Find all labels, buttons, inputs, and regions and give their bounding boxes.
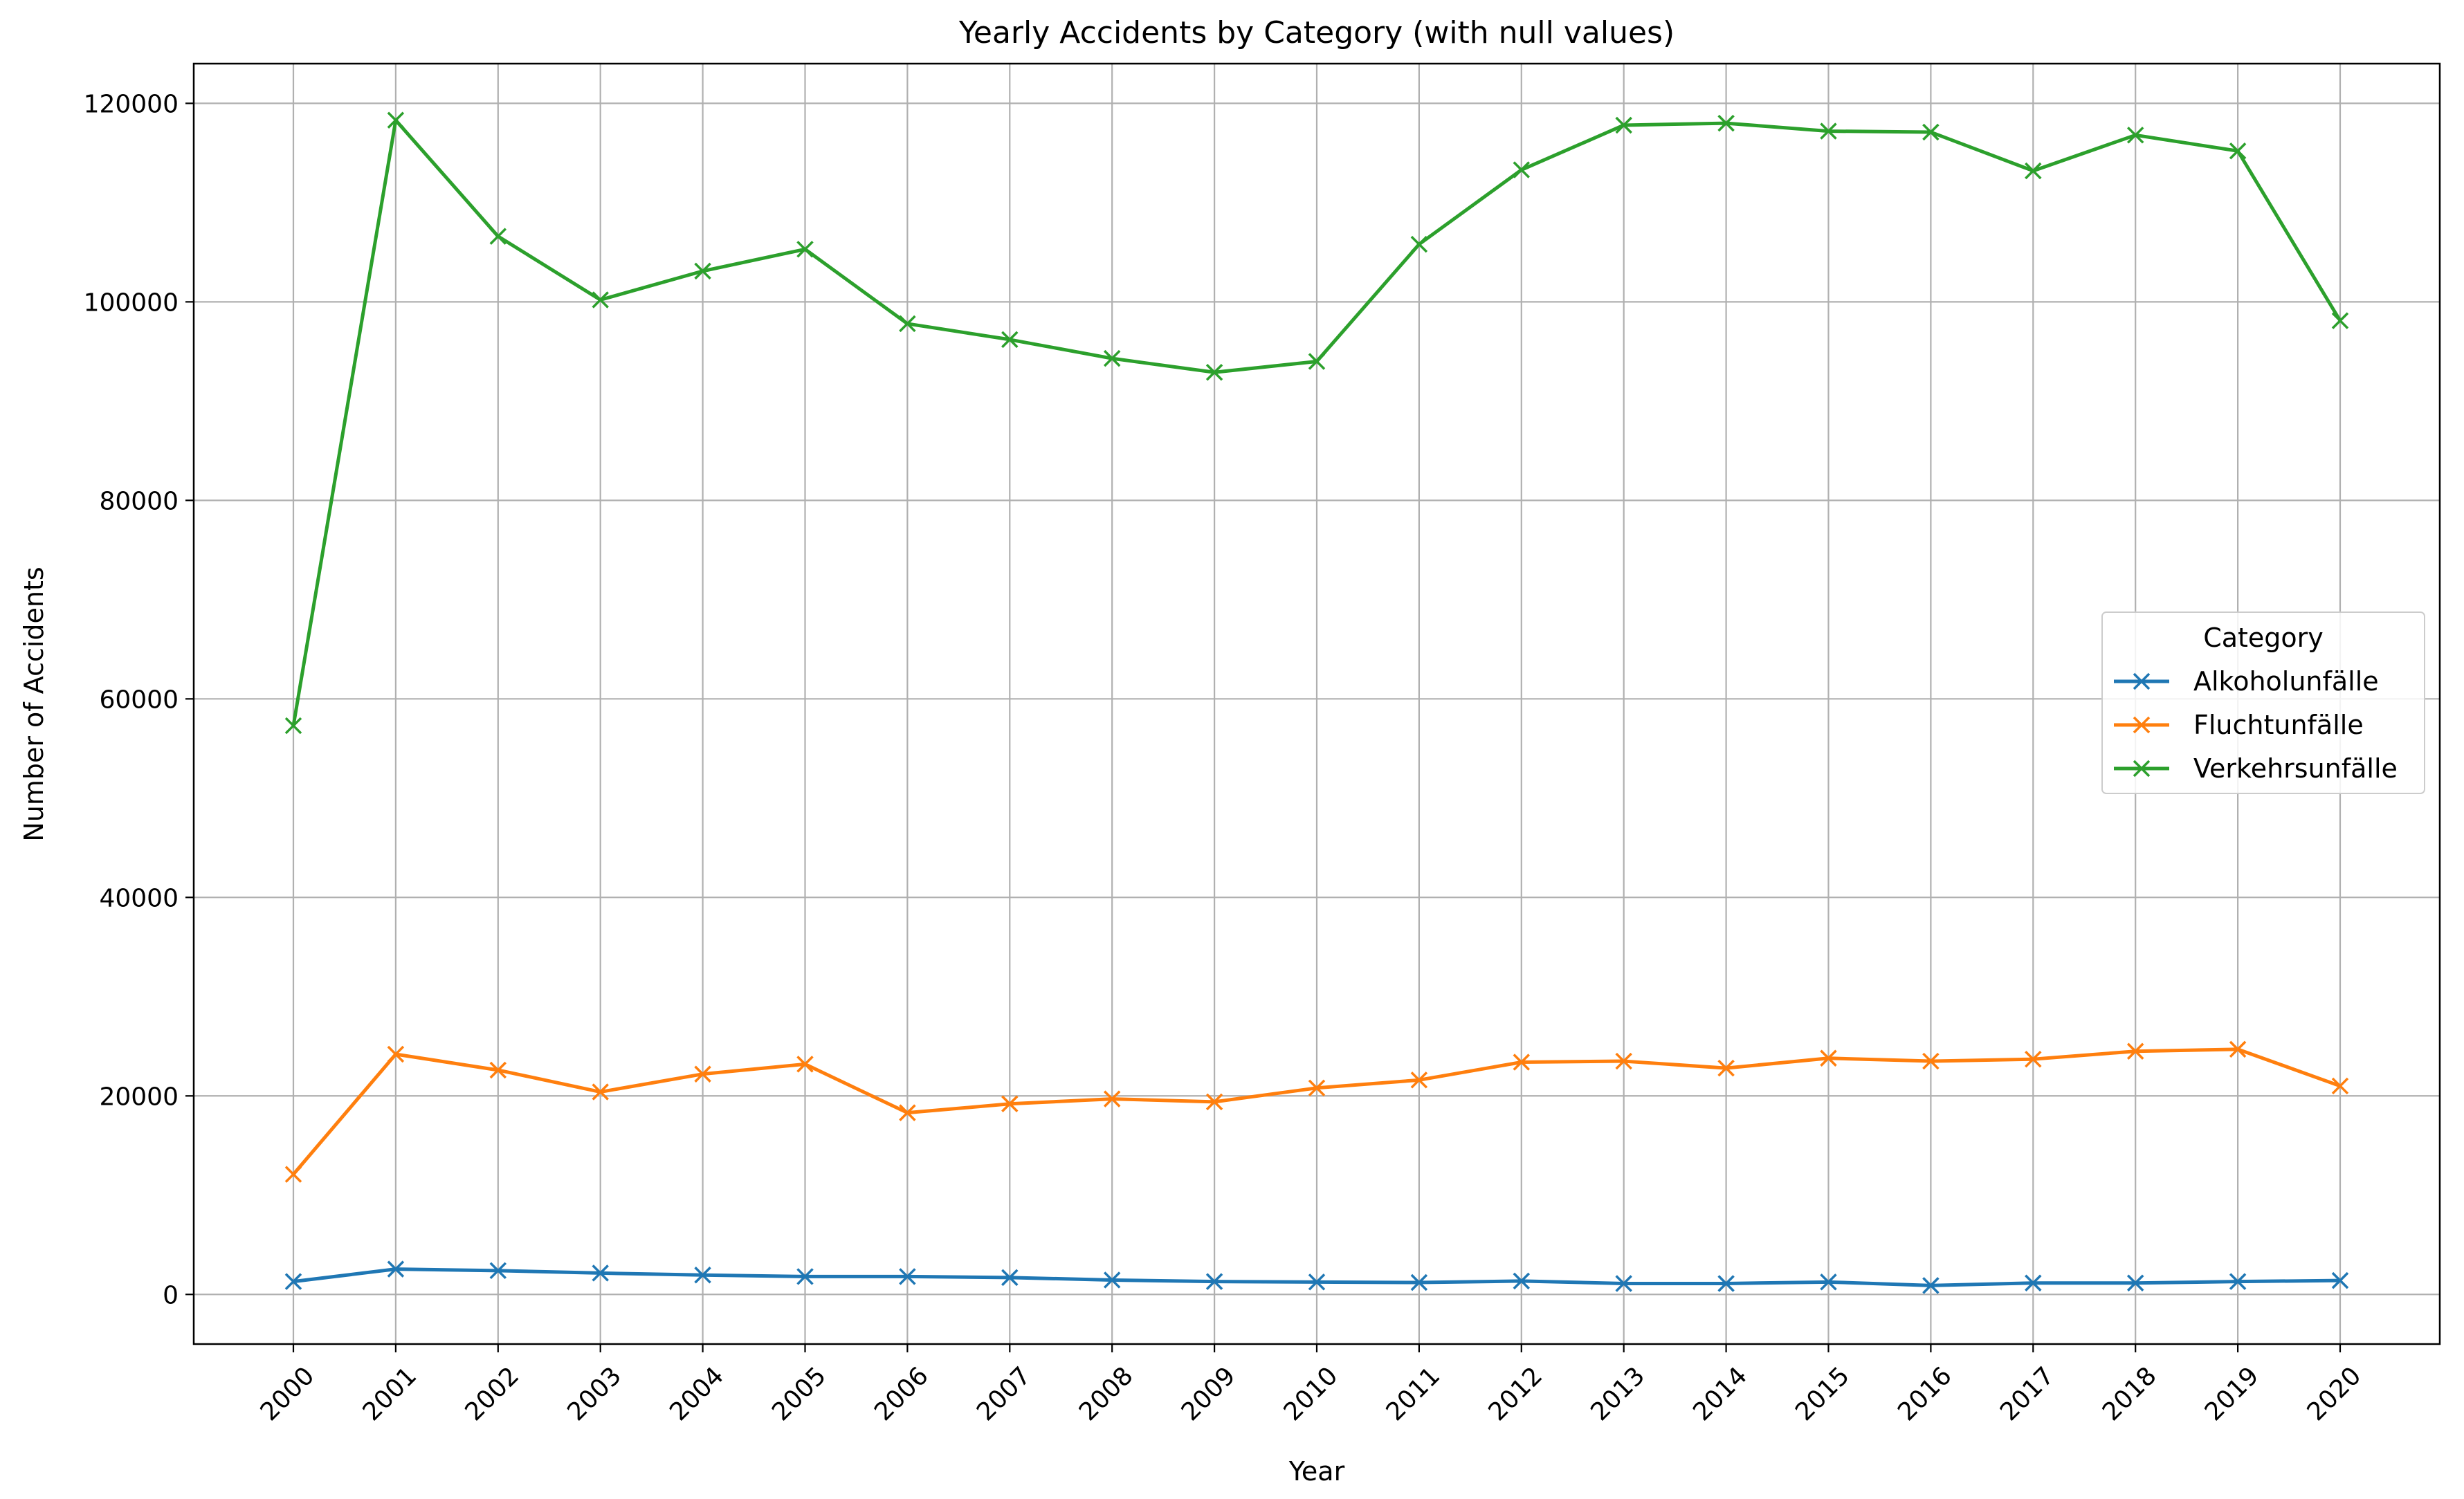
data-point-marker [387,111,405,129]
data-point-marker [899,315,916,333]
data-point-marker [1922,1052,1940,1070]
legend-label: Fluchtunfälle [2193,710,2364,740]
data-point-marker [694,1267,711,1284]
y-tick-label: 20000 [99,1083,179,1111]
data-point-marker [899,1104,916,1121]
y-tick-label: 60000 [99,686,179,714]
data-point-marker [2126,127,2144,144]
data-point-marker [2229,1273,2247,1290]
data-point-marker [284,1166,302,1183]
series-group [284,1260,2349,1294]
y-tick-label: 120000 [84,90,179,118]
legend-marker-swatch [2133,672,2151,690]
data-point-marker [1922,123,1940,141]
data-point-marker [387,1260,405,1278]
data-point-marker [1513,1272,1531,1290]
data-point-marker [1410,1273,1428,1291]
data-point-marker [284,717,302,735]
data-point-marker [796,1268,814,1285]
data-point-marker [1615,1052,1632,1070]
data-point-marker [1717,114,1735,132]
data-point-marker [1205,364,1223,381]
data-point-marker [1308,1079,1326,1097]
legend-title: Category [2203,623,2324,653]
legend-marker-swatch [2133,760,2151,778]
data-point-marker [1308,353,1326,370]
legend-marker-swatch [2133,716,2151,734]
data-point-marker [1820,122,1837,140]
data-point-marker [1001,331,1019,349]
y-tick-label: 80000 [99,487,179,515]
data-point-marker [1717,1275,1735,1292]
data-point-marker [2126,1274,2144,1291]
data-point-marker [1103,1271,1121,1289]
data-point-marker [1615,116,1632,134]
data-point-marker [489,228,507,245]
data-point-marker [1513,161,1531,178]
data-point-marker [1308,1273,1326,1291]
data-point-marker [2025,1274,2042,1291]
data-point-marker [1922,1277,1940,1294]
data-point-marker [1615,1275,1632,1292]
legend-box [2101,611,2425,794]
data-point-marker [1410,1072,1428,1089]
data-point-marker [694,1065,711,1083]
x-axis-label: Year [1288,1456,1345,1487]
y-tick-label: 40000 [99,884,179,912]
data-point-marker [489,1061,507,1079]
data-point-marker [796,1056,814,1073]
data-point-marker [489,1262,507,1280]
data-point-marker [2229,142,2247,160]
data-point-marker [2229,1040,2247,1058]
data-point-marker [1205,1093,1223,1111]
chart-title: Yearly Accidents by Category (with null … [958,15,1674,50]
data-point-marker [1205,1273,1223,1290]
y-axis-label: Number of Accidents [19,567,49,841]
data-point-marker [592,291,609,309]
data-point-marker [2331,1271,2349,1289]
data-point-marker [796,241,814,258]
data-point-marker [1410,235,1428,253]
series-layer [284,111,2349,1294]
data-point-marker [1820,1273,1837,1291]
data-point-marker [284,1273,302,1290]
series-group [284,111,2349,735]
grid-lines [194,64,2440,1344]
legend-label: Alkoholunfälle [2193,666,2379,697]
data-point-marker [2025,1050,2042,1068]
data-point-marker [387,1045,405,1063]
legend-item: Alkoholunfälle [2114,666,2379,697]
y-tick-label: 0 [163,1281,179,1309]
data-point-marker [592,1265,609,1282]
data-point-marker [2331,312,2349,329]
series-group [284,1040,2349,1183]
data-point-marker [2331,1077,2349,1095]
legend: Category Alkoholunfälle Fluchtunfälle Verk… [2101,611,2425,794]
data-point-marker [1103,1090,1121,1107]
data-point-marker [2126,1042,2144,1060]
data-point-marker [592,1083,609,1101]
data-point-marker [1103,349,1121,367]
data-point-marker [694,262,711,280]
data-point-marker [1513,1054,1531,1071]
data-point-marker [1001,1269,1019,1287]
data-point-marker [1717,1059,1735,1077]
data-point-marker [1001,1095,1019,1112]
data-point-marker [1820,1049,1837,1067]
legend-item: Fluchtunfälle [2114,710,2364,740]
legend-items: Alkoholunfälle Fluchtunfälle Verkehrsunfäl… [2114,666,2398,784]
legend-item: Verkehrsunfälle [2114,753,2398,784]
legend-label: Verkehrsunfälle [2193,753,2398,784]
y-tick-label: 100000 [84,288,179,317]
data-point-marker [2025,162,2042,180]
data-point-marker [899,1268,916,1285]
